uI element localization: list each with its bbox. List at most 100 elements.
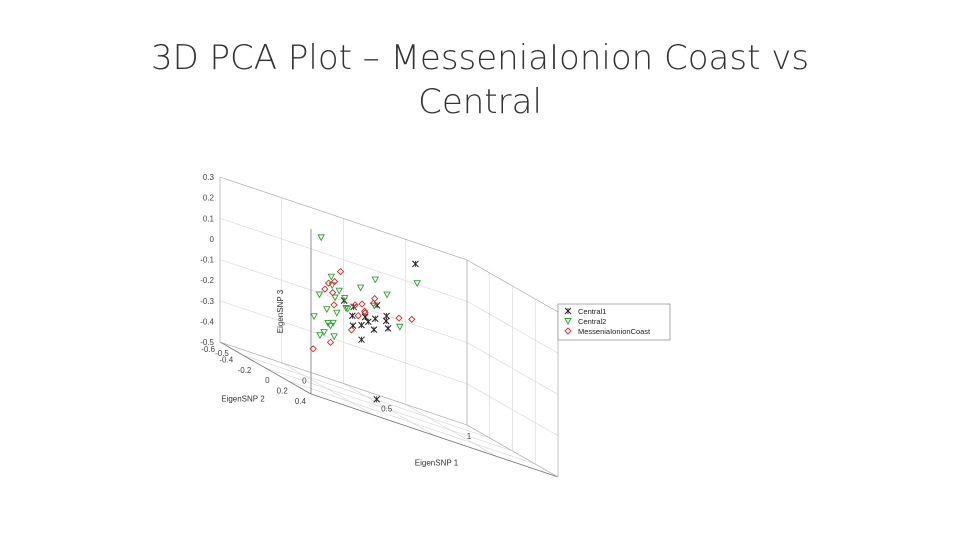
box-edge	[219, 176, 468, 261]
data-point	[364, 318, 372, 326]
gridline	[219, 217, 468, 302]
z-tick-label: 0.3	[203, 173, 215, 182]
z-tick-label: 0.1	[203, 214, 215, 223]
legend-marker	[564, 318, 572, 325]
data-point	[321, 285, 329, 293]
z-tick-label: -0.3	[200, 297, 214, 306]
y-tick-label: -0.2	[238, 366, 252, 375]
data-point	[330, 333, 338, 341]
gridline	[242, 354, 490, 439]
x-axis-label: EigenSNP 1	[415, 459, 459, 468]
box-edge	[466, 424, 559, 478]
data-point	[356, 284, 365, 292]
x-tick-label: 0.5	[381, 404, 393, 413]
data-point	[324, 279, 333, 287]
data-point	[316, 332, 324, 340]
plot-box-grid	[219, 176, 559, 478]
y-tick-label: 0.4	[295, 397, 307, 406]
data-point	[328, 282, 336, 290]
x-tick-label: -0.5	[215, 349, 229, 358]
legend-marker	[564, 307, 572, 315]
data-point	[354, 312, 362, 320]
x-tick-label: 1	[467, 432, 472, 441]
x-axis-line	[310, 393, 559, 478]
z-tick-label: -0.5	[200, 338, 214, 347]
data-point	[315, 291, 324, 299]
data-point	[324, 320, 332, 327]
y-tick-label: -0.6	[201, 345, 215, 354]
data-point	[343, 305, 352, 313]
z-axis-label: EigenSNP 3	[276, 289, 285, 333]
gridline	[265, 367, 513, 452]
data-points	[309, 234, 421, 403]
data-point	[323, 306, 331, 314]
slide-title-line-1: 3D PCA Plot – MesseniaIonion Coast vs	[150, 38, 810, 78]
data-point	[413, 280, 421, 288]
data-point	[335, 287, 343, 295]
data-point	[370, 326, 378, 333]
data-point	[328, 288, 337, 297]
y-tick-label: 0.2	[277, 387, 289, 396]
data-point	[369, 299, 378, 307]
data-point	[371, 315, 379, 323]
data-point	[351, 301, 359, 309]
data-point	[412, 260, 419, 268]
data-point	[396, 323, 404, 331]
data-point	[360, 307, 369, 315]
box-edge	[219, 341, 468, 426]
legend-label: MesseniaIonionCoast	[578, 327, 651, 336]
data-point	[327, 273, 336, 281]
series-MesseniaIonionCoast	[309, 267, 416, 353]
data-point	[384, 325, 392, 332]
data-point	[358, 321, 365, 329]
series-Central2	[310, 234, 421, 341]
z-tick-label: 0	[210, 235, 215, 244]
z-tick-label: 0.2	[203, 194, 215, 203]
z-tick-label: -0.1	[200, 256, 214, 265]
y-tick-label: -0.4	[219, 355, 233, 364]
legend-label: Central1	[578, 307, 606, 316]
data-point	[395, 314, 403, 322]
legend-label: Central2	[578, 317, 606, 326]
data-point	[358, 300, 366, 308]
legend-box	[557, 303, 671, 341]
data-point	[317, 234, 325, 242]
slide-title-line-2: Central	[418, 82, 542, 122]
y-tick-label: 0	[265, 376, 270, 385]
data-point	[358, 336, 365, 344]
data-point	[340, 295, 349, 303]
y-axis-line	[219, 341, 312, 395]
y-axis-label: EigenSNP 2	[221, 394, 265, 403]
data-point	[330, 277, 339, 286]
data-point	[371, 276, 379, 284]
data-point	[330, 301, 338, 309]
data-point	[336, 267, 345, 276]
data-point	[310, 313, 318, 321]
z-tick-label: -0.2	[200, 276, 214, 285]
legend-marker	[564, 327, 572, 335]
box-edge	[466, 259, 559, 313]
data-point	[342, 305, 350, 312]
gridline	[466, 342, 559, 395]
data-point	[326, 322, 335, 330]
gridline	[405, 403, 497, 457]
gridline	[466, 300, 559, 354]
data-point	[326, 338, 335, 346]
x-tick-label: 0	[302, 377, 307, 386]
axis-ticks: 0.30.20.10-0.1-0.2-0.3-0.4-0.5-0.6-0.4-0…	[200, 173, 472, 441]
slide-title: 3D PCA Plot – MesseniaIonion Coast vs Ce…	[80, 36, 880, 124]
data-point	[349, 312, 356, 320]
data-point	[331, 294, 339, 302]
data-point	[408, 315, 416, 324]
data-point	[333, 309, 341, 317]
z-tick-label: -0.4	[200, 317, 214, 326]
data-point	[383, 291, 391, 299]
axis-labels: EigenSNP 3 EigenSNP 2 EigenSNP 1	[221, 289, 459, 467]
data-point	[383, 312, 390, 320]
data-point	[347, 326, 356, 334]
data-point	[329, 319, 337, 327]
data-point	[373, 395, 381, 403]
data-point	[309, 345, 317, 353]
